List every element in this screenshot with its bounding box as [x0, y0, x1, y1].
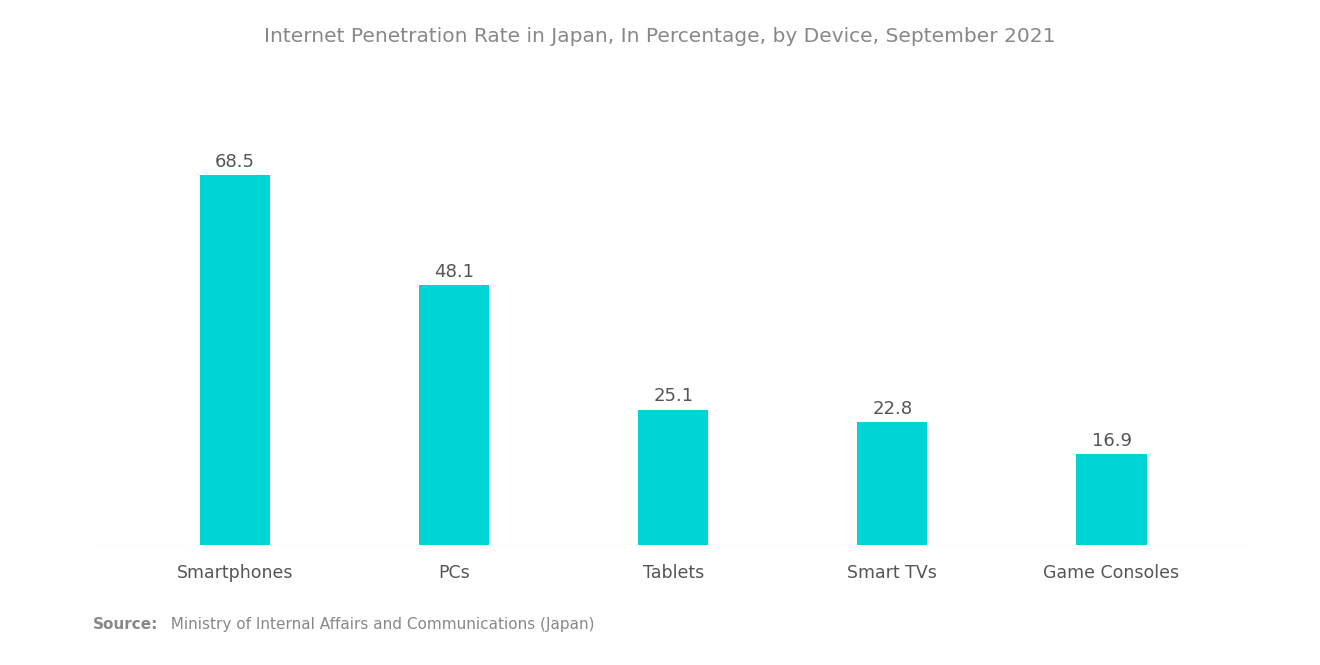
Text: Ministry of Internal Affairs and Communications (Japan): Ministry of Internal Affairs and Communi… — [161, 616, 594, 632]
Bar — [418, 285, 490, 545]
Text: 68.5: 68.5 — [215, 153, 255, 171]
Text: 22.8: 22.8 — [873, 400, 912, 418]
Text: 25.1: 25.1 — [653, 387, 693, 406]
Text: 48.1: 48.1 — [434, 263, 474, 281]
Text: Internet Penetration Rate in Japan, In Percentage, by Device, September 2021: Internet Penetration Rate in Japan, In P… — [264, 27, 1056, 46]
Bar — [1077, 454, 1147, 545]
Bar — [199, 175, 269, 545]
Text: 16.9: 16.9 — [1092, 432, 1131, 450]
Bar — [638, 410, 709, 545]
Bar — [857, 422, 928, 545]
Text: Source:: Source: — [92, 616, 158, 632]
